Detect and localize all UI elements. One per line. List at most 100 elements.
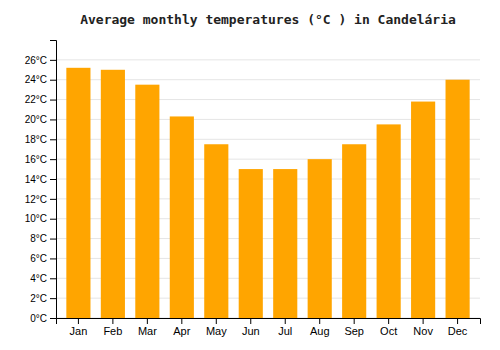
tick-label: 4°C	[30, 273, 47, 284]
tick-label: Jun	[242, 325, 260, 337]
tick-label: 16°C	[25, 154, 47, 165]
axis-line	[50, 41, 57, 319]
tick: Dec	[448, 318, 468, 337]
tick-mark	[50, 139, 56, 140]
tick-mark	[50, 179, 56, 180]
tick-mark	[250, 318, 251, 324]
tick: 10°C	[25, 213, 56, 224]
tick-mark	[319, 318, 320, 324]
tick-mark	[50, 159, 56, 160]
bar	[239, 169, 263, 318]
grid-line	[56, 59, 480, 60]
chart: Jan Feb Mar Apr May Jun Jul Aug Sep Oct Nov Dec 0°C 2…	[0, 0, 500, 350]
bar	[377, 124, 401, 318]
tick-mark	[457, 318, 458, 324]
tick-mark	[50, 119, 56, 120]
bars	[66, 68, 469, 318]
tick-label: Feb	[103, 325, 122, 337]
tick-mark	[50, 239, 56, 240]
bar	[66, 68, 90, 318]
tick-label: Jan	[70, 325, 88, 337]
plot: Jan Feb Mar Apr May Jun Jul Aug Sep Oct Nov Dec 0°C 2…	[25, 41, 481, 337]
title: Average monthly temperatures (°C ) in Ca…	[80, 12, 456, 27]
tick-label: 0°C	[30, 313, 47, 324]
bar	[135, 85, 159, 318]
tick-mark	[216, 318, 217, 324]
tick-mark	[388, 318, 389, 324]
tick-label: 8°C	[30, 233, 47, 244]
tick-label: May	[206, 325, 227, 337]
tick: Oct	[380, 318, 397, 337]
tick-label: Jul	[278, 325, 292, 337]
bar	[308, 159, 332, 318]
bar	[204, 144, 228, 318]
tick: 4°C	[30, 273, 56, 284]
tick-label: 14°C	[25, 174, 47, 185]
tick: May	[206, 318, 227, 337]
tick: Nov	[413, 318, 433, 337]
tick-label: 24°C	[25, 74, 47, 85]
grid	[56, 60, 480, 318]
tick: Aug	[310, 318, 330, 337]
tick-mark	[285, 318, 286, 324]
tick: 12°C	[25, 194, 56, 205]
tick-label: Nov	[413, 325, 433, 337]
tick-label: 12°C	[25, 194, 47, 205]
tick-mark	[50, 80, 56, 81]
tick-label: 10°C	[25, 213, 47, 224]
tick: Sep	[344, 318, 364, 337]
tick: Apr	[173, 318, 190, 337]
tick-label: Apr	[173, 325, 190, 337]
bar	[446, 80, 470, 318]
tick: 24°C	[25, 74, 56, 85]
tick-label: 20°C	[25, 114, 47, 125]
bar	[411, 102, 435, 318]
tick: Jan	[70, 318, 88, 337]
tick-label: Mar	[138, 325, 157, 337]
bar	[273, 169, 297, 318]
tick: 0°C	[30, 313, 56, 324]
tick-mark	[50, 298, 56, 299]
tick-mark	[181, 318, 182, 324]
tick-mark	[147, 318, 148, 324]
tick: Jul	[278, 318, 292, 337]
tick-mark	[50, 100, 56, 101]
tick-label: 26°C	[25, 55, 47, 66]
tick-mark	[50, 60, 56, 61]
tick-mark	[50, 258, 56, 259]
tick-label: Dec	[448, 325, 468, 337]
y-axis: 0°C 2°C 4°C 6°C 8°C 10°C 12°C 14°C 16°C 18°C 20°C 2…	[25, 41, 57, 324]
tick-mark	[50, 219, 56, 220]
tick-mark	[78, 318, 79, 324]
tick-mark	[423, 318, 424, 324]
tick: 6°C	[30, 253, 56, 264]
tick: 2°C	[30, 293, 56, 304]
tick: 20°C	[25, 114, 56, 125]
tick: 14°C	[25, 174, 56, 185]
tick-label: 2°C	[30, 293, 47, 304]
tick-mark	[50, 278, 56, 279]
tick: Mar	[138, 318, 157, 337]
bar	[170, 116, 194, 318]
tick-mark	[50, 199, 56, 200]
tick-label: 22°C	[25, 94, 47, 105]
tick: 16°C	[25, 154, 56, 165]
tick-mark	[50, 318, 56, 319]
tick-label: 6°C	[30, 253, 47, 264]
tick: Jun	[242, 318, 260, 337]
tick-mark	[354, 318, 355, 324]
axis-line	[57, 319, 481, 325]
tick-label: Oct	[380, 325, 397, 337]
tick-label: Sep	[344, 325, 364, 337]
tick: 8°C	[30, 233, 56, 244]
tick-label: 18°C	[25, 134, 47, 145]
tick-mark	[112, 318, 113, 324]
x-axis: Jan Feb Mar Apr May Jun Jul Aug Sep Oct Nov Dec	[57, 318, 481, 337]
tick: 18°C	[25, 134, 56, 145]
tick: 22°C	[25, 94, 56, 105]
bar	[342, 144, 366, 318]
tick-label: Aug	[310, 325, 330, 337]
bar	[101, 70, 125, 318]
tick: Feb	[103, 318, 122, 337]
tick: 26°C	[25, 55, 56, 66]
